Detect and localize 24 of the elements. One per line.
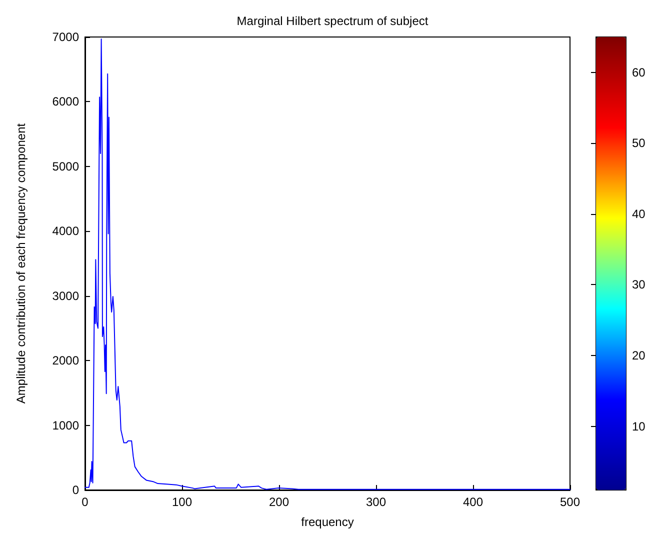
line-series <box>84 38 570 490</box>
x-tick-label: 200 <box>268 495 290 509</box>
x-axis-title: frequency <box>301 515 354 529</box>
y-tick-label: 4000 <box>52 224 80 238</box>
y-axis-title: Amplitude contribution of each frequency component <box>14 122 28 404</box>
x-tick-label: 500 <box>560 495 580 509</box>
x-tick-label: 100 <box>172 495 192 509</box>
color-bar-label: 10 <box>632 419 646 434</box>
x-tick-label: 300 <box>366 495 386 509</box>
y-tick-label: 5000 <box>52 159 80 174</box>
y-tick-label: 0 <box>72 483 80 497</box>
y-tick-label: 7000 <box>52 30 80 44</box>
y-tick-label: 3000 <box>52 288 80 303</box>
y-tick-label: 2000 <box>52 354 80 368</box>
chart-title: Marginal Hilbert spectrum of subject <box>236 14 429 28</box>
y-tick-label: 6000 <box>52 94 80 109</box>
color-bar-label: 20 <box>632 348 646 363</box>
color-bar-label: 50 <box>632 136 646 150</box>
color-bar-label: 40 <box>632 206 646 221</box>
y-tick-label: 1000 <box>52 418 80 432</box>
color-bar-label: 60 <box>632 65 646 80</box>
color-bar-label: 30 <box>632 278 646 292</box>
x-tick-label: 0 <box>82 495 89 509</box>
x-tick-label: 400 <box>462 495 484 509</box>
